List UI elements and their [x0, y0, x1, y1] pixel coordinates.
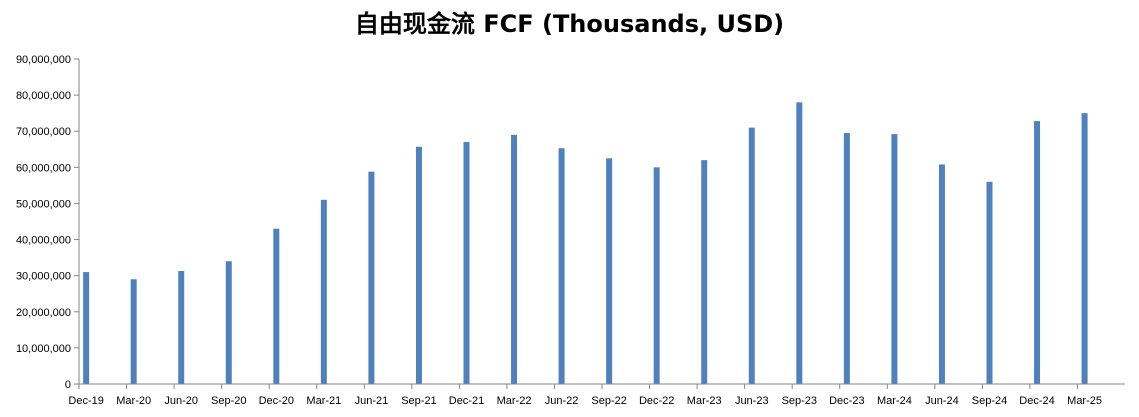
bar-jun-24 — [938, 164, 945, 384]
bar-jun-20 — [178, 270, 185, 384]
y-tick-label: 30,000,000 — [16, 271, 71, 283]
bar-dec-21 — [463, 142, 470, 384]
bar-dec-20 — [273, 228, 280, 384]
bar-jun-23 — [748, 127, 755, 384]
y-tick-label: 50,000,000 — [16, 198, 71, 210]
x-tick-label: Dec-23 — [829, 395, 864, 407]
x-tick-label: Mar-23 — [687, 395, 722, 407]
x-tick-label: Sep-21 — [401, 395, 436, 407]
bar-series — [83, 102, 1088, 385]
bar-sep-21 — [415, 146, 422, 384]
y-tick-label: 20,000,000 — [16, 307, 71, 319]
x-tick-label: Mar-21 — [306, 395, 341, 407]
bar-dec-23 — [843, 133, 850, 384]
y-tick-label: 80,000,000 — [16, 90, 71, 102]
x-tick-label: Dec-24 — [1019, 395, 1054, 407]
y-tick-label: 60,000,000 — [16, 162, 71, 174]
x-tick-label: Jun-23 — [735, 395, 769, 407]
y-tick-label: 70,000,000 — [16, 126, 71, 138]
x-tick-label: Jun-24 — [925, 395, 959, 407]
bar-sep-22 — [606, 158, 613, 384]
x-tick-label: Dec-22 — [639, 395, 674, 407]
x-tick-label: Dec-19 — [68, 395, 103, 407]
x-tick-label: Sep-20 — [211, 395, 246, 407]
chart-title: 自由现金流 FCF (Thousands, USD) — [354, 10, 785, 38]
bar-jun-22 — [558, 148, 565, 384]
x-axis: Dec-19 Mar-20 Jun-20 Sep-20 Dec-20 Mar-21 Jun-… — [68, 384, 1102, 407]
x-tick-label: Sep-22 — [591, 395, 626, 407]
x-tick-label: Mar-22 — [497, 395, 532, 407]
x-tick-label: Mar-20 — [116, 395, 151, 407]
x-tick-label: Mar-25 — [1067, 395, 1102, 407]
x-tick-label: Dec-21 — [449, 395, 484, 407]
bar-jun-21 — [368, 171, 375, 384]
y-tick-label: 40,000,000 — [16, 235, 71, 247]
bar-mar-24 — [891, 134, 898, 384]
bar-sep-24 — [986, 181, 993, 384]
x-tick-label: Jun-20 — [164, 395, 198, 407]
x-tick-label: Mar-24 — [877, 395, 912, 407]
x-tick-label: Jun-22 — [545, 395, 579, 407]
bar-mar-22 — [511, 134, 518, 384]
x-tick-label: Jun-21 — [355, 395, 389, 407]
x-tick-label: Sep-24 — [972, 395, 1007, 407]
bar-dec-24 — [1034, 121, 1041, 384]
bar-mar-20 — [130, 279, 137, 384]
bar-sep-20 — [225, 261, 232, 384]
bar-sep-23 — [796, 102, 803, 384]
bar-mar-21 — [320, 199, 327, 384]
bar-mar-25 — [1081, 113, 1088, 385]
bar-dec-19 — [83, 272, 90, 384]
y-tick-label: 10,000,000 — [16, 343, 71, 355]
bar-mar-23 — [701, 160, 708, 384]
y-axis: 0 10,000,000 20,000,000 30,000,000 40,000,00… — [16, 54, 79, 391]
y-tick-label: 90,000,000 — [16, 54, 71, 66]
y-tick-label: 0 — [65, 379, 71, 391]
x-tick-label: Sep-23 — [782, 395, 817, 407]
bar-dec-22 — [653, 167, 660, 384]
x-tick-label: Dec-20 — [259, 395, 294, 407]
